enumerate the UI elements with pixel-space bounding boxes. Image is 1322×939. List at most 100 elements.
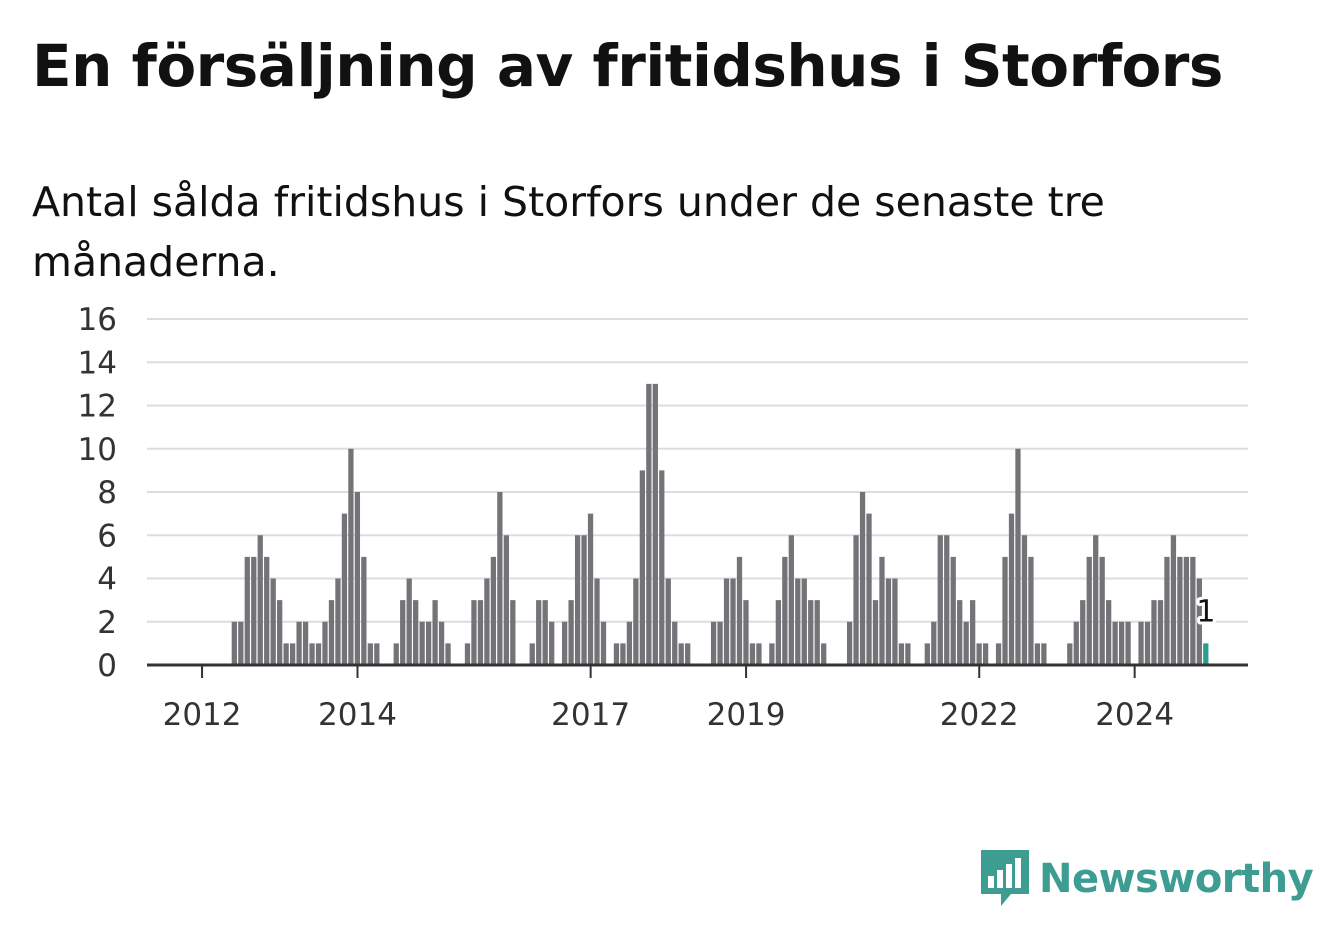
bar [1041,643,1047,665]
bar [484,578,490,665]
x-tick-label: 2017 [551,697,630,733]
y-tick-label: 14 [78,345,117,381]
bar [529,643,535,665]
bar [1203,643,1209,665]
bar [659,470,665,665]
bar [905,643,911,665]
x-tick-label: 2019 [707,697,786,733]
bar [296,621,302,665]
bar [400,600,406,665]
bar [678,643,684,665]
bar [445,643,451,665]
bar [723,578,730,665]
bar [432,600,438,665]
bar [1002,556,1008,665]
y-tick-label: 0 [97,648,117,684]
bar [361,556,367,665]
bar [853,535,859,665]
bar [1125,621,1131,665]
bar [536,600,542,665]
bar [1112,621,1118,665]
bar [859,492,866,665]
bar [814,600,820,665]
bar [413,600,419,665]
bar [477,600,484,665]
bar [503,535,509,665]
bar [937,535,943,665]
bar [600,621,607,665]
bar [251,556,257,665]
bar [736,556,743,665]
bar [1015,448,1021,665]
bar [879,556,885,665]
bar [743,600,749,665]
bar [1177,556,1183,665]
bar [795,578,801,665]
bar [1164,556,1170,665]
bar [315,643,322,665]
bar [1067,643,1073,665]
bar [613,643,620,665]
bar [587,513,594,665]
bar [924,643,930,665]
brand-name: Newsworthy [1039,856,1314,902]
bar [257,535,263,665]
chart-subtitle: Antal sålda fritidshus i Storfors under … [32,178,1105,286]
bar [464,643,471,665]
bar [561,621,568,665]
bar [497,492,503,665]
bar [976,643,982,665]
bar [957,600,963,665]
bar [775,600,781,665]
bar [568,600,574,665]
y-tick-label: 6 [97,518,117,554]
bar [710,621,717,665]
bar [309,643,315,665]
bar [471,600,477,665]
bar [730,578,736,665]
bar [1190,556,1196,665]
x-tick-label: 2024 [1095,697,1174,733]
bar [1106,600,1112,665]
bar [1086,556,1092,665]
bar [672,621,678,665]
bar [788,535,794,665]
bar [425,621,432,665]
bar [1151,600,1157,665]
bar [846,621,853,665]
bar [594,578,600,665]
bar [270,578,276,665]
bar [328,600,335,665]
bar [1118,621,1125,665]
bar [406,578,412,665]
bar [244,556,250,665]
bar [354,492,361,665]
bar [633,578,639,665]
bar [1138,621,1144,665]
bar [801,578,807,665]
bar [866,513,872,665]
bar [549,621,555,665]
bar [950,556,956,665]
y-tick-label: 8 [97,475,117,511]
bar [685,643,691,665]
data-label: 1 [1196,594,1215,629]
bar [931,621,937,665]
bar [335,578,341,665]
bar [872,600,879,665]
bar [1099,556,1105,665]
bar [238,621,244,665]
bar [1157,600,1164,665]
bar [646,383,652,665]
bar [885,578,892,665]
bar [302,621,309,665]
bar [626,621,633,665]
bar [289,643,296,665]
bar [665,578,671,665]
bar [963,621,969,665]
bar [1183,556,1190,665]
brand-logo: Newsworthy [981,850,1314,908]
bar [995,643,1002,665]
bar [808,600,814,665]
